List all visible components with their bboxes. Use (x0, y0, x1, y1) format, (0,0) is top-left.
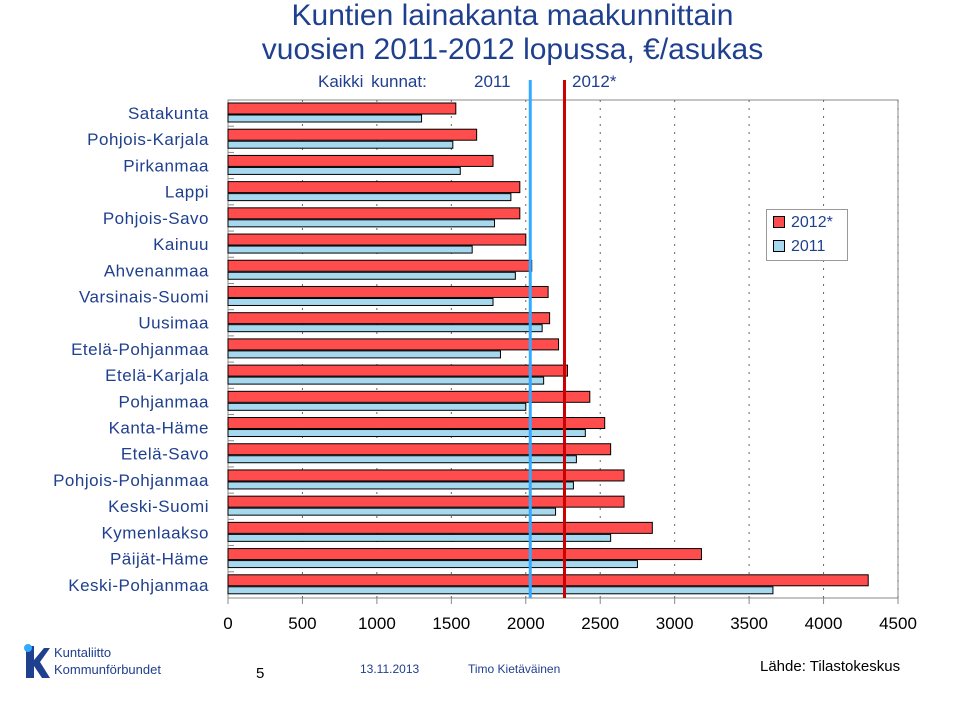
category-label: Satakunta (128, 104, 209, 123)
x-tick-label: 500 (288, 614, 316, 633)
bar-2011 (227, 297, 494, 306)
legend-item-2012: 2012* (773, 214, 833, 232)
logo-text-line1: Kuntaliitto (54, 645, 112, 660)
bar-2011 (227, 140, 454, 149)
category-label: Kymenlaakso (101, 523, 209, 542)
kuntaliitto-logo: Kuntaliitto Kommunförbundet (22, 642, 202, 682)
category-label: Keski-Pohjanmaa (68, 576, 209, 595)
footer-date: 13.11.2013 (360, 662, 420, 676)
category-label: Etelä-Karjala (105, 366, 209, 385)
logo-text-line2: Kommunförbundet (54, 662, 161, 677)
bar-2011 (227, 586, 774, 595)
page-number: 5 (256, 665, 265, 682)
bar-2012 (227, 443, 612, 456)
bar-2011 (227, 271, 516, 280)
legend-swatch-2011 (773, 240, 785, 252)
bar-2012 (227, 390, 591, 403)
bar-2012 (227, 574, 869, 587)
bar-2011 (227, 219, 496, 228)
all-2011-label: 2011 (474, 72, 511, 91)
category-label: Pohjanmaa (118, 392, 209, 411)
bar-2011 (227, 376, 545, 385)
bar-2012 (227, 207, 521, 220)
legend-swatch-2012 (773, 216, 785, 228)
bar-2012 (227, 495, 625, 508)
bar-2012 (227, 102, 457, 115)
bar-2011 (227, 560, 638, 569)
bar-2012 (227, 154, 494, 167)
chart-title: Kuntien lainakanta maakunnittain (291, 0, 734, 32)
bar-2012 (227, 417, 606, 430)
bar-2012 (227, 469, 625, 482)
category-label: Ahvenanmaa (104, 261, 209, 280)
bar-2011 (227, 324, 543, 333)
bar-2012 (227, 338, 560, 351)
category-label: Lappi (165, 183, 209, 202)
category-label: Päijät-Häme (110, 550, 209, 569)
x-tick-label: 2000 (507, 614, 545, 633)
legend-label-2012: 2012* (791, 214, 833, 231)
category-label: Etelä-Pohjanmaa (71, 340, 209, 359)
bar-2012 (227, 233, 527, 246)
bar-2012 (227, 259, 533, 272)
bar-2012 (227, 521, 653, 534)
footer-author: Timo Kietäväinen (468, 662, 561, 676)
category-label: Kainuu (153, 235, 209, 254)
category-label: Pohjois-Karjala (87, 130, 209, 149)
bar-2011 (227, 166, 461, 175)
x-tick-label: 4500 (879, 614, 917, 633)
bar-2011 (227, 481, 574, 490)
bar-2011 (227, 429, 586, 438)
category-label: Varsinais-Suomi (79, 287, 209, 306)
category-label: Keski-Suomi (108, 497, 209, 516)
all-municipalities-label: Kaikki kunnat: (318, 72, 427, 91)
x-tick-label: 2500 (581, 614, 619, 633)
bar-2012 (227, 548, 702, 561)
bar-2012 (227, 364, 568, 377)
bar-2011 (227, 402, 527, 411)
category-label: Pirkanmaa (123, 156, 209, 175)
category-label: Pohjois-Savo (103, 209, 209, 228)
bar-2012 (227, 181, 521, 194)
bar-2011 (227, 507, 557, 516)
category-label: Pohjois-Pohjanmaa (53, 471, 209, 490)
bar-2011 (227, 193, 512, 202)
bar-2012 (227, 128, 478, 141)
bar-2011 (227, 114, 423, 123)
bar-2011 (227, 455, 577, 464)
bar-2012 (227, 285, 549, 298)
bar-2011 (227, 533, 612, 542)
legend-item-2011: 2011 (773, 238, 825, 256)
category-label: Kanta-Häme (109, 419, 209, 438)
chart-subtitle: vuosien 2011-2012 lopussa, €/asukas (261, 33, 764, 66)
bar-2011 (227, 245, 473, 254)
x-tick-label: 1500 (432, 614, 470, 633)
x-tick-label: 4000 (805, 614, 843, 633)
x-tick-label: 0 (223, 614, 232, 633)
x-tick-label: 3500 (730, 614, 768, 633)
x-tick-label: 3000 (656, 614, 694, 633)
x-tick-label: 1000 (358, 614, 396, 633)
bar-2011 (227, 350, 501, 359)
legend-label-2011: 2011 (791, 238, 826, 255)
footer-source: Lähde: Tilastokeskus (760, 658, 901, 675)
legend: 2012* 2011 (766, 209, 848, 261)
all-2012-label: 2012* (572, 72, 617, 91)
bar-2012 (227, 312, 551, 325)
category-label: Uusimaa (138, 314, 209, 333)
logo-mark-icon (24, 644, 50, 678)
category-label: Etelä-Savo (121, 445, 209, 464)
